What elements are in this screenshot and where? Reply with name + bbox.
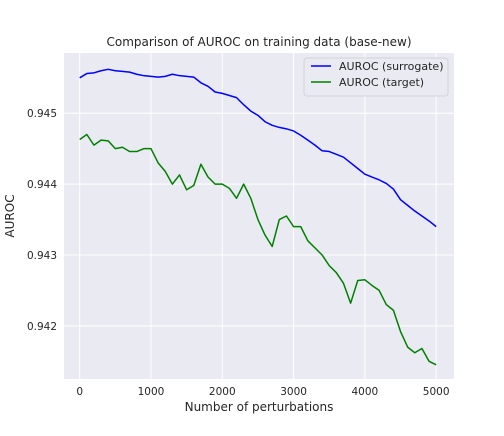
x-tick-label: 1000 — [138, 386, 165, 398]
y-tick-label: 0.944 — [27, 179, 57, 191]
legend-box — [303, 57, 449, 97]
y-axis-label: AUROC — [3, 194, 17, 237]
x-tick-label: 2000 — [209, 386, 236, 398]
x-tick-label: 0 — [76, 386, 83, 398]
series-line-target — [79, 133, 437, 366]
legend: AUROC (surrogate) AUROC (target) — [303, 57, 449, 97]
series-line-surrogate — [79, 68, 437, 228]
y-tick-label: 0.945 — [27, 108, 57, 120]
plot-background — [64, 53, 454, 379]
tick-layer: 0 1000 2000 3000 4000 5000 0.942 0.943 0.944 0.94… — [27, 108, 450, 398]
x-tick-label: 5000 — [423, 386, 450, 398]
x-tick-label: 4000 — [352, 386, 379, 398]
grid-layer — [64, 53, 454, 379]
y-tick-label: 0.942 — [27, 321, 57, 333]
legend-label-target: AUROC (target) — [339, 76, 424, 89]
x-tick-label: 3000 — [280, 386, 307, 398]
chart-title: Comparison of AUROC on training data (ba… — [106, 35, 411, 49]
y-tick-label: 0.943 — [27, 250, 57, 262]
series-layer — [79, 68, 437, 366]
x-axis-label: Number of perturbations — [185, 400, 334, 414]
legend-label-surrogate: AUROC (surrogate) — [339, 60, 443, 73]
